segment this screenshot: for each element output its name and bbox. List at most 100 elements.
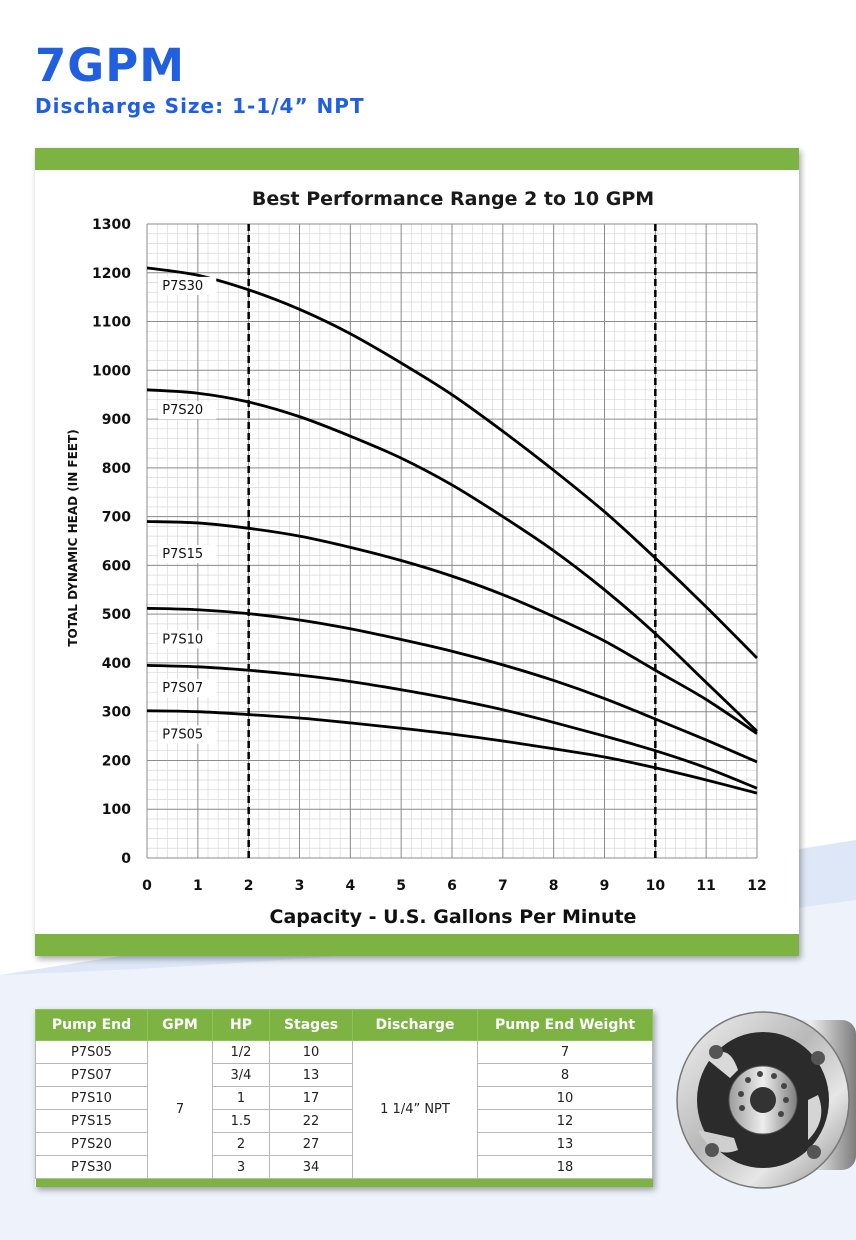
cell-hp: 1.5 [212,1109,270,1133]
page-subtitle: Discharge Size: 1-1/4” NPT [35,94,365,118]
header-pump-end-weight: Pump End Weight [477,1009,653,1041]
curve-label-bg [158,401,217,420]
x-tick-label: 3 [295,878,305,894]
cell-weight: 8 [477,1063,653,1087]
y-tick-label: 1000 [92,363,131,379]
cell-discharge: 1 1/4” NPT [352,1040,478,1179]
curve-p7s30 [146,266,758,660]
table-row: P7S15 1.5 22 12 [35,1109,653,1133]
y-tick-label: 1100 [92,315,131,331]
y-tick-label: 200 [102,753,131,769]
y-tick-label: 0 [121,851,131,867]
cell-stages: 10 [269,1040,353,1064]
cell-weight: 12 [477,1109,653,1133]
curve-p7s20 [146,388,758,733]
cell-hp: 2 [212,1132,270,1156]
table-footer-band [35,1178,653,1187]
cell-stages: 17 [269,1086,353,1110]
chart-title: Best Performance Range 2 to 10 GPM [252,188,654,210]
header-pump-end: Pump End [35,1009,148,1041]
curve-label: P7S15 [162,547,203,562]
x-tick-label: 7 [498,878,508,894]
header-hp: HP [212,1009,270,1041]
x-axis-ticks: 0 1 2 3 4 5 6 7 8 9 10 11 12 [142,878,767,894]
header-discharge: Discharge [352,1009,478,1041]
y-tick-label: 600 [102,558,131,574]
curve-p7s15 [146,520,758,735]
cell-pump-end: P7S15 [35,1109,148,1133]
x-tick-label: 2 [244,878,254,894]
y-tick-label: 900 [102,412,131,428]
cell-hp: 1/2 [212,1040,270,1064]
table-row: P7S20 2 27 13 [35,1132,653,1156]
curve-label: P7S10 [162,632,203,647]
table-row: P7S07 3/4 13 8 [35,1063,653,1087]
cell-pump-end: P7S30 [35,1155,148,1179]
curve-label: P7S07 [162,681,203,696]
x-tick-label: 0 [142,878,152,894]
x-tick-label: 10 [646,878,666,894]
y-axis-ticks: 0 100 200 300 400 500 600 700 800 900 1000 1100 1200… [92,217,131,867]
best-range-markers [247,224,657,858]
cell-gpm: 7 [147,1040,213,1179]
cell-weight: 7 [477,1040,653,1064]
table-row: P7S05 7 1/2 10 1 1/4” NPT 7 [35,1040,653,1179]
y-tick-label: 500 [102,607,131,623]
performance-chart: Best Performance Range 2 to 10 GPM P7S30… [66,188,767,928]
y-tick-label: 1300 [92,217,131,233]
chart-top-band [35,148,799,170]
y-axis-title: TOTAL DYNAMIC HEAD (IN FEET) [66,429,80,646]
cell-stages: 13 [269,1063,353,1087]
curve-label-bg [158,545,217,564]
y-tick-label: 800 [102,461,131,477]
cell-stages: 34 [269,1155,353,1179]
curve-labels: P7S30 P7S20 P7S15 P7S10 P7S07 P7S05 [158,276,217,744]
cell-hp: 3 [212,1155,270,1179]
chart-bottom-band [35,934,799,956]
page-title: 7GPM [35,39,186,92]
curve-label: P7S20 [162,403,203,418]
x-tick-label: 12 [747,878,766,894]
curve-label-bg [158,630,217,649]
curve-label: P7S30 [162,279,203,294]
cell-pump-end: P7S10 [35,1086,148,1110]
cell-weight: 18 [477,1155,653,1179]
chart-panel: Best Performance Range 2 to 10 GPM P7S30… [35,148,799,956]
x-tick-label: 6 [447,878,457,894]
pump-end-photo [676,1011,856,1189]
curve-p7s10 [146,606,758,764]
y-tick-label: 300 [102,705,131,721]
x-tick-label: 1 [193,878,203,894]
x-tick-label: 4 [345,878,355,894]
header-gpm: GPM [147,1009,213,1041]
cell-weight: 10 [477,1086,653,1110]
cell-hp: 1 [212,1086,270,1110]
x-axis-title: Capacity - U.S. Gallons Per Minute [270,906,637,928]
curve-p7s07 [146,663,758,790]
x-tick-label: 9 [600,878,610,894]
cell-pump-end: P7S05 [35,1040,148,1064]
curve-label-bg [158,679,217,698]
table-row: P7S10 1 17 10 [35,1086,653,1110]
x-tick-label: 11 [696,878,715,894]
cell-stages: 22 [269,1109,353,1133]
curve-label-bg [158,725,217,744]
curve-p7s05 [146,709,758,795]
curve-label-bg [158,276,217,295]
y-tick-label: 700 [102,510,131,526]
table-row: P7S30 3 34 18 [35,1155,653,1179]
x-tick-label: 5 [396,878,406,894]
cell-pump-end: P7S20 [35,1132,148,1156]
header-stages: Stages [269,1009,353,1041]
pump-spec-table: Pump End GPM HP Stages Discharge Pump En… [35,1009,653,1187]
performance-curves [146,266,758,795]
cell-pump-end: P7S07 [35,1063,148,1087]
cell-stages: 27 [269,1132,353,1156]
y-tick-label: 100 [102,802,131,818]
cell-hp: 3/4 [212,1063,270,1087]
cell-weight: 13 [477,1132,653,1156]
table-header-row: Pump End GPM HP Stages Discharge Pump En… [35,1009,653,1041]
curve-label: P7S05 [162,728,203,743]
y-tick-label: 1200 [92,266,131,282]
y-tick-label: 400 [102,656,131,672]
